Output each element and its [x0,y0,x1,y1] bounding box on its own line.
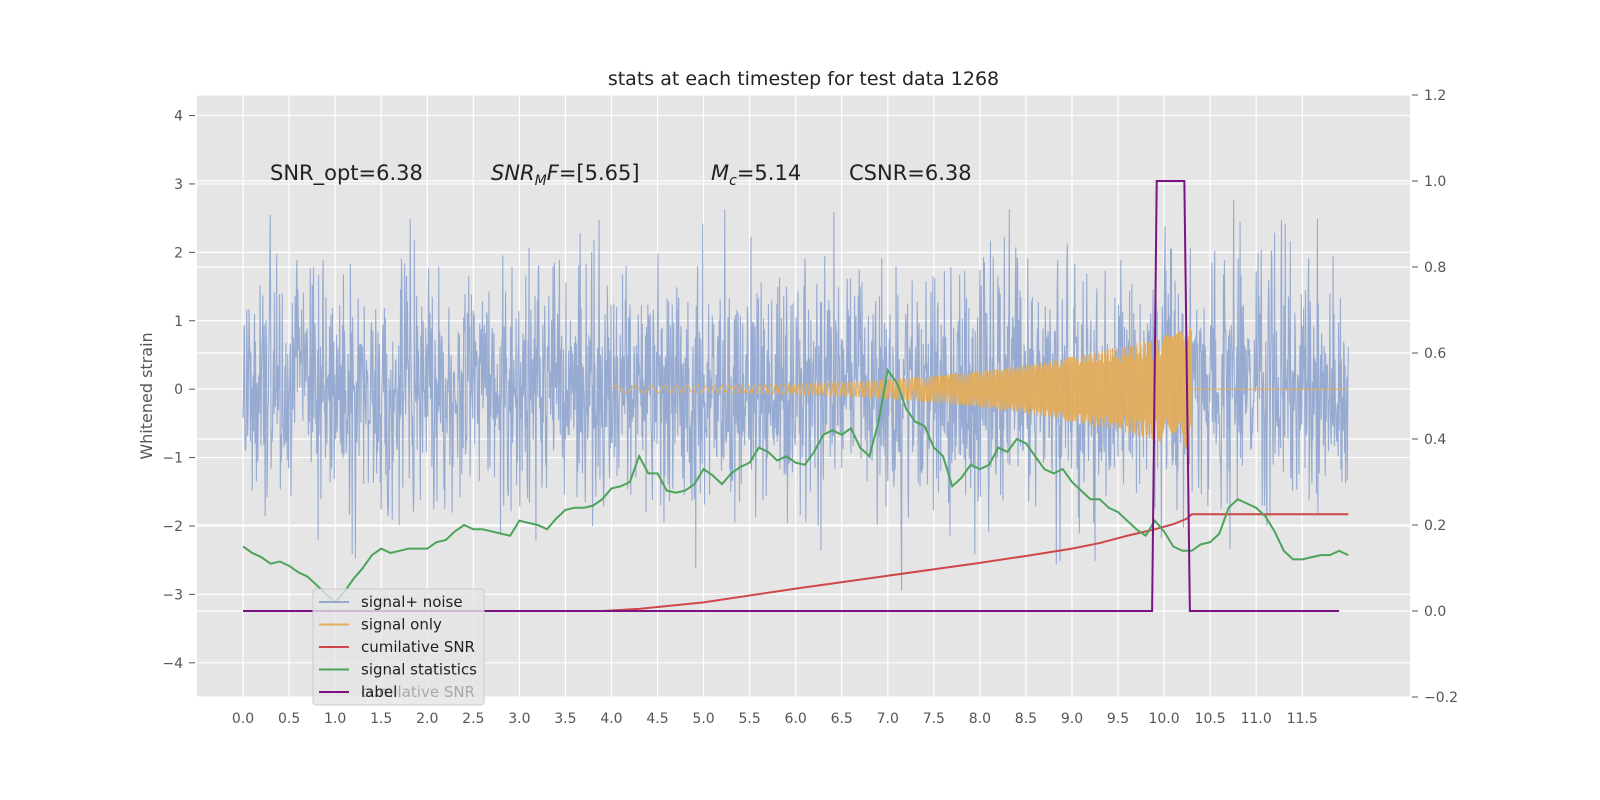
annotations: SNR_opt=6.38 SNRMF=[5.65] Mc=5.14 CSNR=6.38 [270,161,972,189]
legend-overlap-text: cumilative SNR [361,683,475,701]
y-tick-label-left: −1 [162,451,183,467]
x-tick-label: 3.5 [554,711,576,727]
signal-noise-line [242,200,1349,591]
x-tick-label: 6.0 [785,711,807,727]
chart-title: stats at each timestep for test data 126… [608,68,999,90]
x-tick-label: 1.5 [370,711,392,727]
x-tick-label: 4.0 [600,711,622,727]
x-tick-label: 5.5 [738,711,760,727]
y-tick-label-right: 0.4 [1424,432,1446,448]
x-tick-label: 8.5 [1015,711,1037,727]
y-tick-label-left: 1 [174,314,183,330]
annotation-snr-mf: SNRMF=[5.65] [491,161,640,189]
y-tick-label-right: 0.0 [1424,604,1446,620]
x-tick-label: 4.5 [646,711,668,727]
x-tick-label: 9.0 [1061,711,1083,727]
x-tick-label: 10.0 [1148,711,1179,727]
legend: signal+ noise signal only cumilative SNR si… [312,588,485,706]
x-tick-label: 8.0 [969,711,991,727]
x-tick-label: 10.5 [1195,711,1226,727]
legend-entry-label: signal only [361,616,442,634]
annotation-csnr: CSNR=6.38 [849,161,972,185]
y-tick-label-left: 4 [174,109,183,125]
legend-entry-label: signal statistics [361,661,477,679]
y-tick-label-left: 0 [174,382,183,398]
y-tick-label-right: 0.8 [1424,260,1446,276]
x-tick-label: 2.5 [462,711,484,727]
y-tick-label-right: 0.2 [1424,518,1446,534]
y-tick-label-right: 1.2 [1424,88,1446,104]
y-tick-label-right: 0.6 [1424,346,1446,362]
legend-entry-label: cumilative SNR [361,638,475,656]
y-tick-label-left: 3 [174,177,183,193]
x-tick-label: 2.0 [416,711,438,727]
y-tick-label-left: −4 [162,656,183,672]
x-tick-label: 9.5 [1107,711,1129,727]
y-tick-label-left: −2 [162,519,183,535]
y-tick-label-left: 2 [174,245,183,261]
x-tick-label: 5.0 [692,711,714,727]
x-tick-label: 11.0 [1241,711,1272,727]
legend-entry-label: label [361,683,397,701]
label-line [243,180,1340,612]
x-tick-label: 0.5 [278,711,300,727]
legend-box [312,588,485,706]
series-layer [242,180,1349,612]
x-tick-label: 11.5 [1287,711,1318,727]
y-tick-label-right: −0.2 [1424,690,1458,706]
axis-ticks: 0.0 0.5 1.0 1.5 2.0 2.5 3.0 3.5 4.0 4.5 5.0 5.5 6.0 6… [162,88,1458,727]
annotation-snr-opt: SNR_opt=6.38 [270,161,423,186]
legend-entry-label: signal+ noise [361,593,463,611]
y-tick-label-right: 1.0 [1424,174,1446,190]
x-tick-label: 0.0 [232,711,254,727]
x-tick-label: 7.5 [923,711,945,727]
x-tick-label: 6.5 [831,711,853,727]
x-tick-label: 3.0 [508,711,530,727]
y-tick-label-left: −3 [162,587,183,603]
y-axis-label: Whitened strain [137,332,156,459]
x-tick-label: 7.0 [877,711,899,727]
signal-statistics-line [242,367,1349,604]
x-tick-label: 1.0 [324,711,346,727]
annotation-mc: Mc=5.14 [711,161,801,189]
